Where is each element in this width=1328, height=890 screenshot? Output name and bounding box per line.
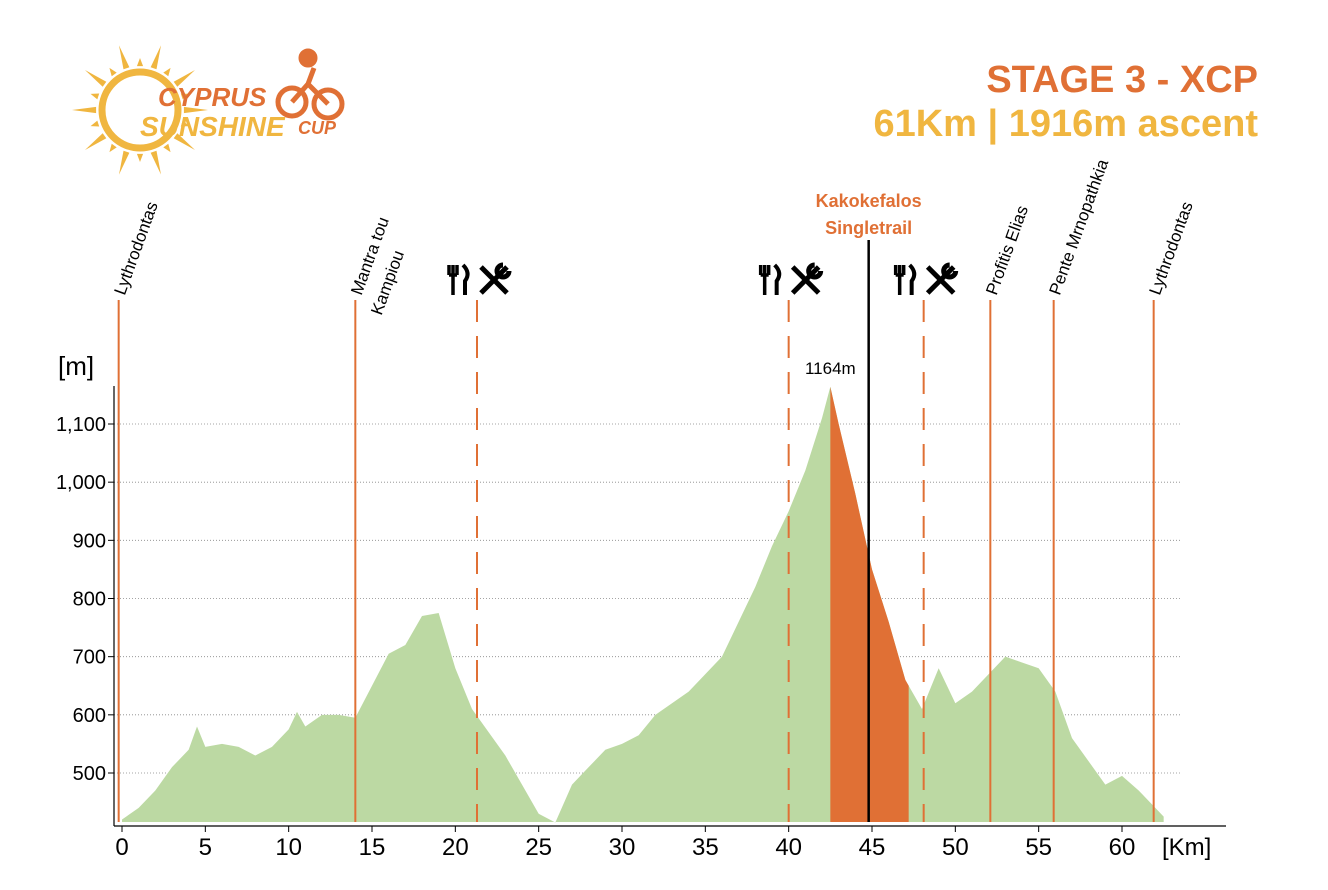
sun-ray bbox=[109, 67, 117, 77]
wrench-icon bbox=[479, 262, 512, 295]
x-tick-label: 35 bbox=[692, 834, 719, 861]
logo-text-line1: CYPRUS bbox=[158, 82, 267, 112]
sun-ray bbox=[163, 143, 171, 153]
fork-icon bbox=[758, 265, 771, 295]
x-tick-label: 50 bbox=[942, 834, 969, 861]
location-label: Pente Mrnopathkia bbox=[1046, 156, 1113, 297]
y-tick-label: 1,100 bbox=[56, 414, 106, 436]
y-axis-label: [m] bbox=[58, 351, 94, 381]
x-tick-label: 30 bbox=[609, 834, 636, 861]
wrench-icon bbox=[925, 262, 959, 295]
location-label: Profitis Elias bbox=[982, 203, 1032, 297]
sun-ray bbox=[183, 106, 208, 114]
food-and-repair-icon bbox=[893, 262, 959, 295]
peak-label: 1164m bbox=[805, 359, 856, 378]
sun-ray bbox=[84, 133, 107, 150]
sun-ray bbox=[180, 120, 190, 127]
y-tick-label: 600 bbox=[73, 705, 106, 727]
singletrail-label-line1: Kakokefalos bbox=[816, 191, 922, 211]
sun-icon bbox=[72, 45, 208, 175]
cyprus-sunshine-cup-logo: CYPRUS SUNSHINE CUP bbox=[72, 45, 345, 175]
y-tick-label: 500 bbox=[73, 763, 106, 785]
stage-subtitle: 61Km | 1916m ascent bbox=[873, 103, 1258, 145]
x-tick-label: 25 bbox=[525, 834, 552, 861]
logo-text-line2: SUNSHINE bbox=[140, 111, 286, 142]
sun-ray bbox=[84, 70, 107, 87]
y-tick-label: 1,000 bbox=[56, 472, 106, 494]
sun-ray bbox=[163, 67, 171, 77]
fork-icon bbox=[893, 265, 906, 295]
wrench-icon bbox=[790, 262, 824, 295]
y-tick-label: 700 bbox=[73, 647, 106, 669]
x-tick-label: 20 bbox=[442, 834, 469, 861]
axes bbox=[108, 386, 1226, 832]
food-and-repair-icon bbox=[758, 262, 824, 295]
stage-title-block: STAGE 3 - XCP 61Km | 1916m ascent bbox=[873, 58, 1258, 146]
sun-ray bbox=[90, 93, 100, 100]
x-tick-label: 10 bbox=[275, 834, 302, 861]
stage-title: STAGE 3 - XCP bbox=[986, 59, 1258, 101]
profile-area-layer bbox=[122, 386, 1164, 823]
sun-ray bbox=[136, 153, 144, 162]
knife-icon bbox=[461, 263, 470, 295]
y-tick-label: 900 bbox=[73, 530, 106, 552]
knife-icon bbox=[773, 263, 782, 295]
sun-ray bbox=[173, 70, 196, 87]
x-tick-label: 55 bbox=[1025, 834, 1052, 861]
sun-ray bbox=[118, 45, 130, 70]
sun-ray bbox=[72, 106, 97, 114]
markers bbox=[117, 240, 1155, 822]
sun-ray bbox=[150, 150, 162, 175]
sun-ray bbox=[109, 143, 117, 153]
sun-ray bbox=[150, 45, 162, 70]
singletrail-label-line2: Singletrail bbox=[825, 218, 912, 238]
x-tick-label: 5 bbox=[199, 834, 212, 861]
x-axis-label: [Km] bbox=[1162, 834, 1211, 861]
x-tick-label: 40 bbox=[775, 834, 802, 861]
logo-text-line3: CUP bbox=[298, 118, 337, 138]
x-tick-label: 15 bbox=[359, 834, 386, 861]
fork-icon bbox=[447, 265, 459, 295]
sun-ray bbox=[136, 58, 144, 67]
x-tick-label: 60 bbox=[1109, 834, 1136, 861]
x-tick-label: 0 bbox=[115, 834, 128, 861]
location-label: Lythrodontas bbox=[1146, 199, 1197, 297]
location-label: Lythrodontas bbox=[111, 199, 162, 297]
sun-ray bbox=[173, 133, 196, 150]
x-tick-label: 45 bbox=[859, 834, 886, 861]
food-and-repair-icon bbox=[447, 262, 512, 295]
sun-ray bbox=[90, 120, 100, 127]
knife-icon bbox=[908, 263, 917, 295]
sun-ray bbox=[180, 93, 190, 100]
elevation-profile-area bbox=[122, 386, 1164, 823]
cyclist-icon bbox=[275, 48, 345, 121]
sun-ray bbox=[118, 150, 130, 175]
y-tick-label: 800 bbox=[73, 589, 106, 611]
